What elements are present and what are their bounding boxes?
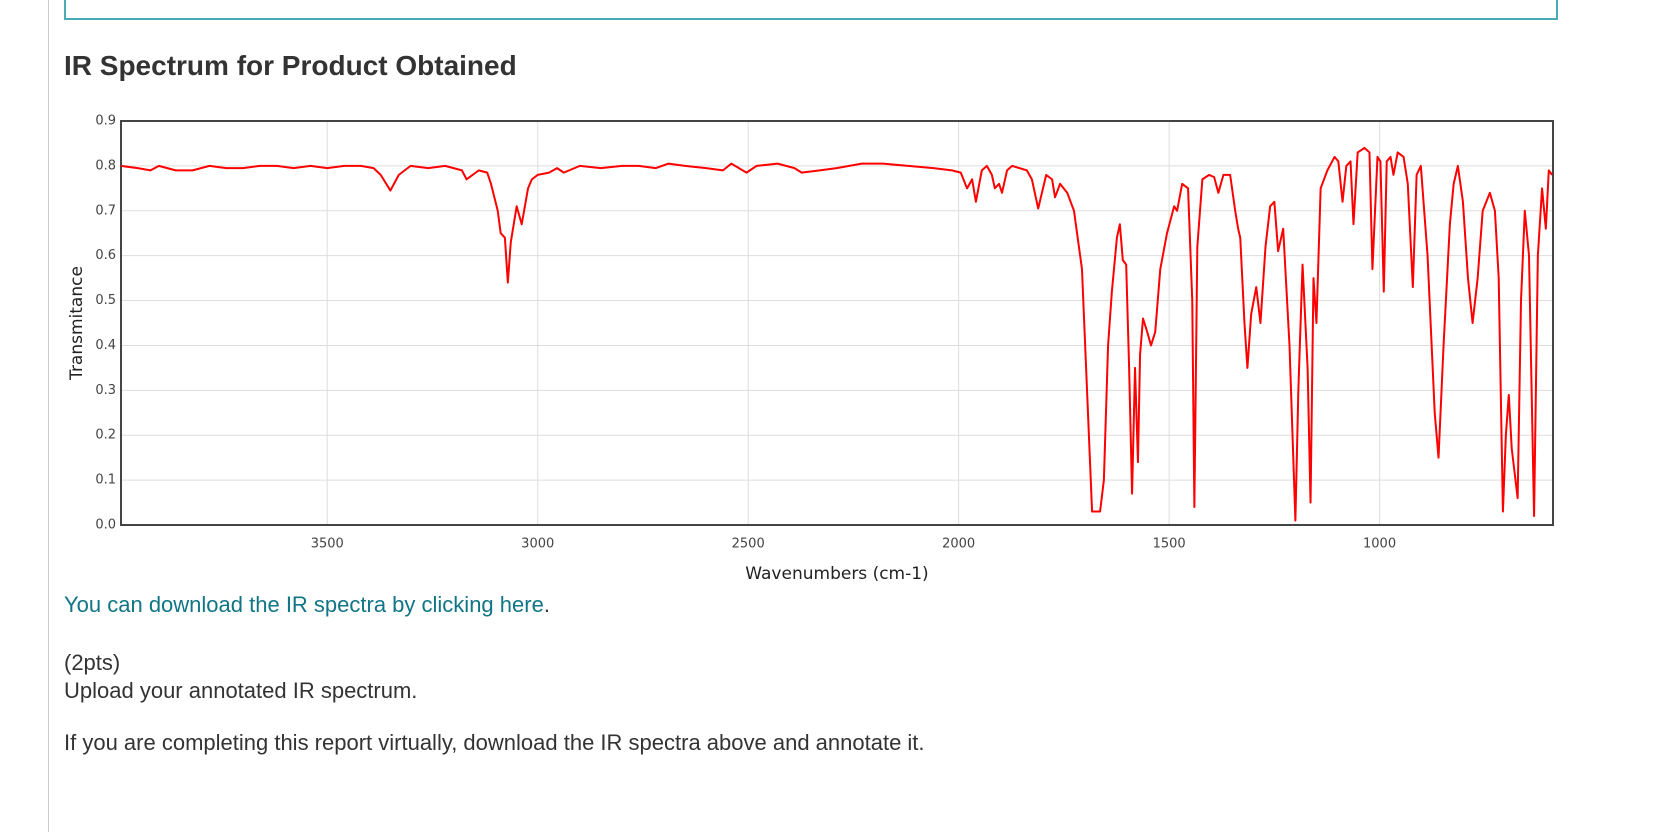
instruction: Upload your annotated IR spectrum. xyxy=(64,678,418,703)
y-tick-label: 0.8 xyxy=(95,158,116,173)
y-tick-label: 0.3 xyxy=(95,383,116,398)
x-tick-label: 2500 xyxy=(732,537,765,552)
y-tick-label: 0.7 xyxy=(95,203,116,218)
y-tick-label: 0.5 xyxy=(95,293,116,308)
download-link[interactable]: You can download the IR spectra by click… xyxy=(64,592,544,617)
note: If you are completing this report virtua… xyxy=(64,730,925,755)
chart: 0.0 0.1 0.2 0.3 0.4 0.5 0.6 0.7 0.8 0.9 3500 3000 25… xyxy=(67,114,1554,584)
x-tick-label: 1000 xyxy=(1363,537,1396,552)
y-tick-label: 0.1 xyxy=(95,473,116,488)
y-tick-label: 0.4 xyxy=(95,338,116,353)
x-tick-label: 3000 xyxy=(521,537,554,552)
x-tick-label: 1500 xyxy=(1153,537,1186,552)
spectrum-line xyxy=(120,146,1553,522)
heading: IR Spectrum for Product Obtained xyxy=(64,50,517,81)
link-period: . xyxy=(543,592,550,617)
x-axis-label: Wavenumbers (cm-1) xyxy=(745,564,928,584)
y-tick-label: 0.9 xyxy=(95,114,116,129)
x-tick-label: 2000 xyxy=(942,537,975,552)
y-tick-label: 0.2 xyxy=(95,428,116,443)
y-tick-label: 0.0 xyxy=(95,518,116,533)
points: (2pts) xyxy=(64,650,121,675)
previous-box xyxy=(64,0,1558,20)
download-line: You can download the IR spectra by click… xyxy=(64,592,550,618)
left-rule xyxy=(48,0,49,832)
y-tick-label: 0.6 xyxy=(95,248,116,263)
y-axis-label: Transmitance xyxy=(67,266,87,381)
plot-frame xyxy=(120,120,1554,526)
x-tick-label: 3500 xyxy=(311,537,344,552)
